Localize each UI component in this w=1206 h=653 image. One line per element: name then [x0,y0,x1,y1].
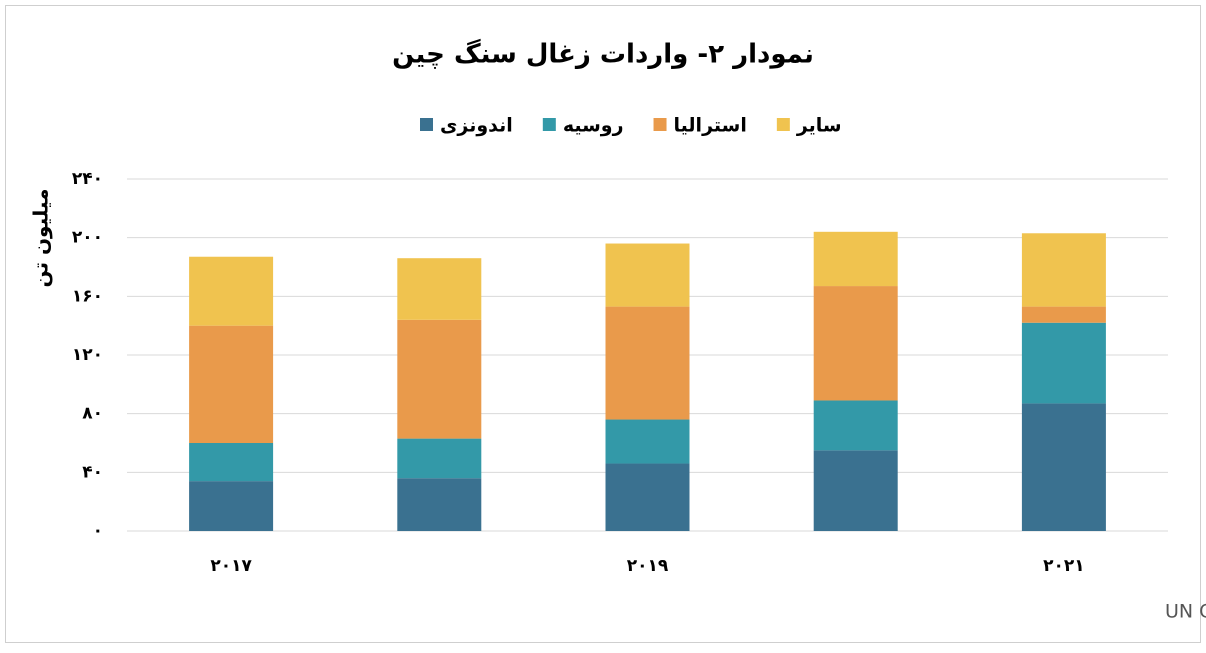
legend-label: استرالیا [674,115,747,137]
legend-swatch [653,118,667,131]
legend-label: سایر [796,115,842,137]
bar-segment [605,419,690,464]
bar-segment [813,286,898,401]
y-tick-label: ۱۶۰ [72,286,103,306]
x-tick-label: ۲۰۱۹ [627,556,669,576]
bar-segment [1021,306,1106,323]
y-tick-label: ۴۰ [82,462,103,482]
bar-segment [1021,322,1106,404]
bar-segment [189,325,274,443]
source-note: منبع: UN Comtrade [1165,601,1206,623]
y-axis-label: میلیون تن [29,189,53,288]
bar-segment [1021,403,1106,531]
legend-label: اندونزی [440,115,513,137]
bar-segment [189,481,274,531]
bar-segment [813,400,898,451]
bar-segment [1021,233,1106,307]
legend-swatch [542,118,556,131]
x-tick-label: ۲۰۲۱ [1043,556,1085,576]
legend-label: روسیه [563,115,624,137]
bar-segment [189,256,274,326]
bar-segment [813,450,898,531]
x-tick-label: ۲۰۱۷ [210,556,252,576]
bar-segment [397,319,482,439]
y-tick-label: ۰ [93,521,103,541]
y-tick-label: ۲۰۰ [72,228,103,248]
y-tick-label: ۱۲۰ [72,345,103,365]
bar-segment [397,478,482,531]
bar-segment [813,231,898,287]
frame [5,5,1201,643]
bar-segment [189,443,274,482]
y-tick-label: ۲۴۰ [72,169,103,189]
bar-segment [605,243,690,307]
y-tick-label: ۸۰ [82,404,103,424]
bar-segment [605,306,690,420]
bar-segment [605,463,690,531]
chart-title: نمودار ۲- واردات زغال سنگ چین [392,39,814,70]
legend-swatch [420,118,433,131]
bar-segment [397,438,482,479]
bar-segment [397,258,482,320]
legend-swatch [776,118,790,131]
